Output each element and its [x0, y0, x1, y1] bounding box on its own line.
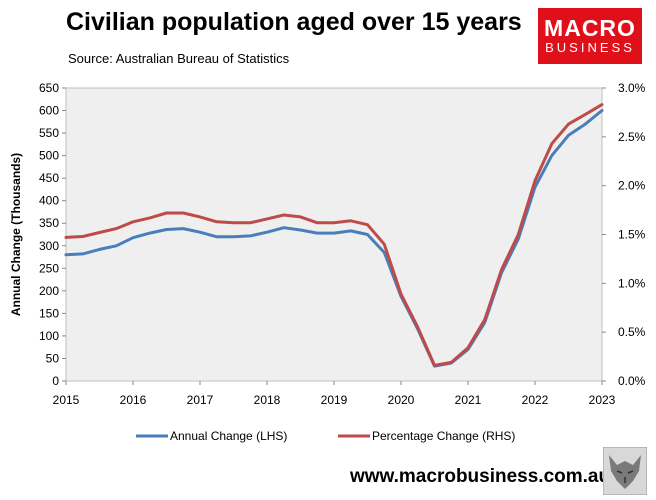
- x-tick-label: 2018: [254, 393, 281, 407]
- y-tick-label: 100: [39, 329, 59, 343]
- chart-title: Civilian population aged over 15 years: [66, 8, 522, 36]
- y-tick-label: 350: [39, 216, 59, 230]
- legend-label: Annual Change (LHS): [170, 429, 287, 443]
- x-tick-label: 2020: [388, 393, 415, 407]
- series-line-annual-change: [64, 109, 604, 368]
- x-tick-label: 2022: [522, 393, 549, 407]
- x-tick-label: 2015: [53, 393, 80, 407]
- y2-tick-label: 3.0%: [618, 81, 646, 95]
- x-tick-label: 2021: [455, 393, 482, 407]
- y2-tick-label: 2.5%: [618, 130, 646, 144]
- logo-line-2: BUSINESS: [545, 40, 635, 55]
- macrobusiness-logo: MACRO BUSINESS: [538, 8, 642, 64]
- y-tick-label: 300: [39, 239, 59, 253]
- line-chart: 0 50 100 150 200 250 300 350 400 450 500 550 600 650 0…: [9, 81, 646, 443]
- wolf-logo-icon: [603, 447, 647, 495]
- y-tick-label: 450: [39, 171, 59, 185]
- y-tick-label: 0: [52, 374, 59, 388]
- y-tick-label: 50: [46, 351, 60, 365]
- x-tick-label: 2023: [589, 393, 616, 407]
- x-tick-label: 2017: [187, 393, 214, 407]
- y-tick-label: 200: [39, 284, 59, 298]
- y-tick-label: 400: [39, 194, 59, 208]
- y2-tick-label: 0.0%: [618, 374, 646, 388]
- y2-tick-label: 1.5%: [618, 228, 646, 242]
- legend-label: Percentage Change (RHS): [372, 429, 515, 443]
- x-tick-label: 2016: [120, 393, 147, 407]
- y-tick-label: 150: [39, 306, 59, 320]
- x-tick-label: 2019: [321, 393, 348, 407]
- website-url[interactable]: www.macrobusiness.com.au: [350, 466, 611, 487]
- y-tick-label: 650: [39, 81, 59, 95]
- y2-tick-label: 1.0%: [618, 276, 646, 290]
- y-tick-label: 250: [39, 261, 59, 275]
- y-axis-label: Annual Change (Thousands): [9, 153, 23, 316]
- y2-tick-label: 2.0%: [618, 179, 646, 193]
- logo-line-1: MACRO: [544, 15, 636, 41]
- y-tick-label: 550: [39, 126, 59, 140]
- y-tick-label: 500: [39, 149, 59, 163]
- y2-tick-label: 0.5%: [618, 325, 646, 339]
- series-line-percentage-change: [64, 103, 604, 367]
- chart-source: Source: Australian Bureau of Statistics: [68, 51, 290, 66]
- y-tick-label: 600: [39, 104, 59, 118]
